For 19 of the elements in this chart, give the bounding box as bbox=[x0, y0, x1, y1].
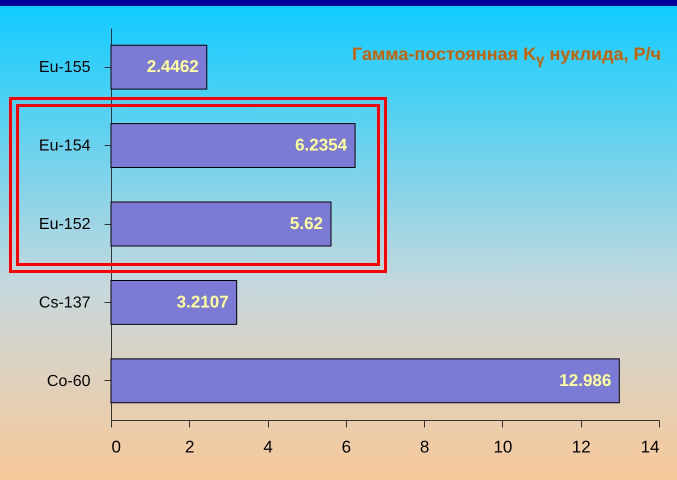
y-tick-label: Eu-155 bbox=[38, 59, 91, 76]
y-tick-label: Cs-137 bbox=[38, 294, 91, 312]
data-label: 5.62 bbox=[290, 214, 323, 233]
x-tick-label: 10 bbox=[493, 438, 512, 456]
data-label: 2.4462 bbox=[146, 57, 199, 76]
x-tick-label: 2 bbox=[185, 438, 195, 456]
x-tick-label: 14 bbox=[640, 438, 660, 456]
y-tick-label: Eu-152 bbox=[38, 216, 91, 233]
x-tick-label: 0 bbox=[112, 438, 121, 456]
x-tick-label: 8 bbox=[420, 438, 430, 456]
x-tick-label: 4 bbox=[263, 438, 273, 456]
y-tick-label: Co-60 bbox=[46, 372, 91, 390]
data-label: 12.986 bbox=[559, 370, 612, 390]
text: Гамма-постоянная K$_{γ}$ нуклида, Р/ч bbox=[352, 44, 661, 69]
x-tick-label: 6 bbox=[342, 438, 352, 456]
data-label: 3.2107 bbox=[176, 292, 229, 312]
data-label: 6.2354 bbox=[295, 136, 348, 155]
y-tick-label: Eu-154 bbox=[38, 138, 91, 155]
x-tick-label: 12 bbox=[572, 438, 591, 456]
